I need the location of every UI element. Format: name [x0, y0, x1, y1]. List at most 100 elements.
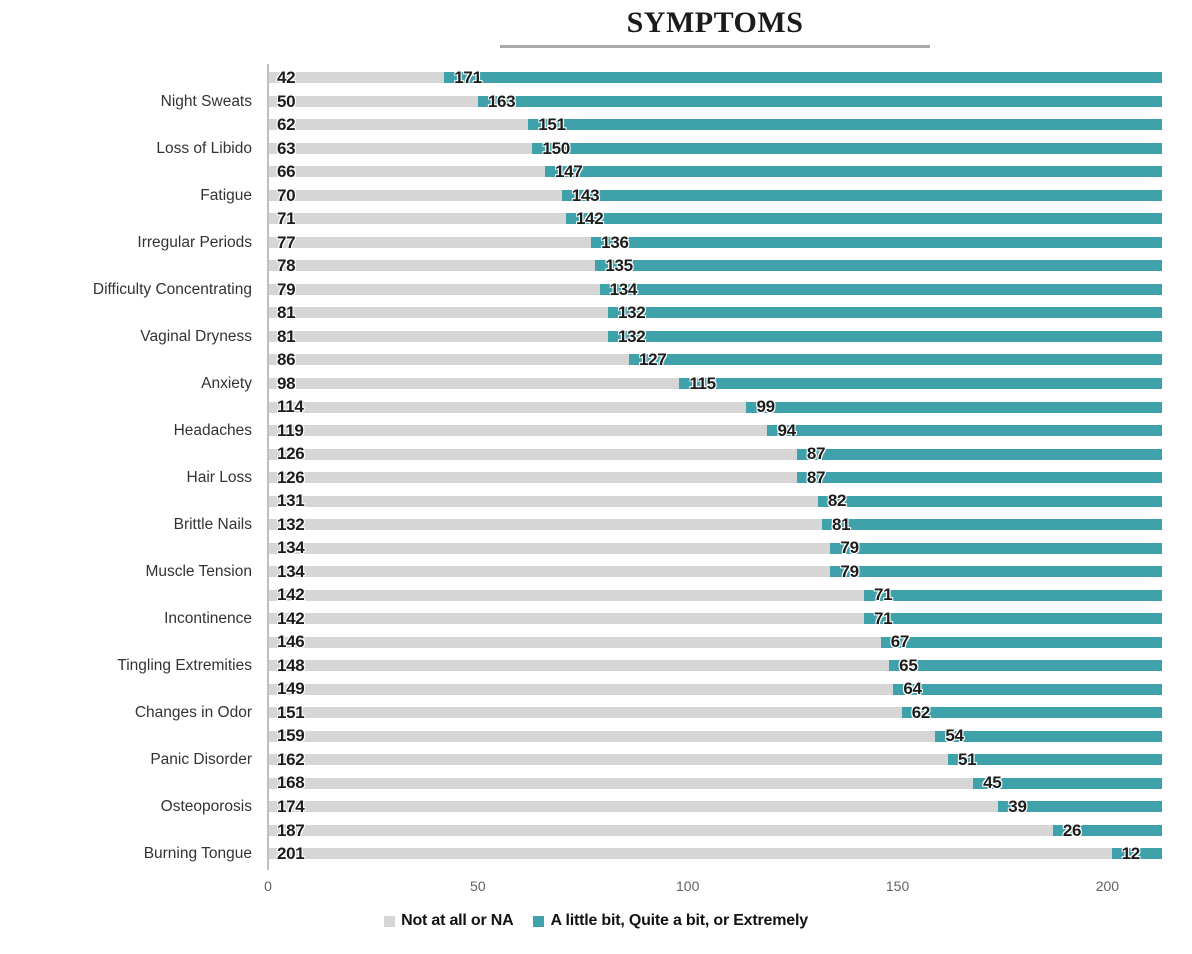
legend-swatch-gray	[384, 915, 396, 927]
category-label: Loss of Libido	[156, 139, 252, 157]
value-label-little-bit: 127	[638, 350, 667, 370]
bar-row: 114 99	[0, 395, 1192, 419]
segment-not-at-all	[268, 189, 562, 201]
value-label-not-at-all: 168	[277, 773, 305, 793]
value-label-not-at-all: 86	[277, 350, 296, 370]
value-label-little-bit: 142	[576, 209, 604, 229]
segment-not-at-all	[268, 519, 823, 531]
legend-label-not-at-all: Not at all or NA	[401, 912, 514, 929]
x-axis-tick-label: 100	[676, 878, 700, 894]
bar-area: 42 171	[268, 66, 1192, 90]
segment-not-at-all	[268, 260, 596, 272]
bar-area: 146 67	[268, 630, 1192, 654]
bar-row: 62 151	[0, 113, 1192, 137]
value-label-not-at-all: 126	[277, 444, 305, 464]
legend-item-not-at-all: Not at all or NA	[384, 912, 514, 930]
bar-row: 142 71	[0, 583, 1192, 607]
x-axis: 0 50 100 150 200	[0, 878, 1192, 898]
legend-swatch-teal	[533, 915, 545, 927]
value-label-little-bit: 51	[957, 749, 977, 769]
value-label-little-bit: 147	[555, 162, 583, 182]
bar-area: 201 12	[268, 842, 1192, 866]
bar-area: 66 147	[268, 160, 1192, 184]
category-label	[0, 113, 268, 137]
segment-little-bit	[746, 401, 1162, 413]
bar-area: 187 26	[268, 819, 1192, 843]
bar-area: 63 150	[268, 137, 1192, 161]
segment-little-bit	[528, 119, 1162, 131]
value-label-little-bit: 143	[571, 185, 600, 205]
bar-row: 168 45	[0, 771, 1192, 795]
category-label: Osteoporosis	[160, 797, 252, 815]
bar-row: Difficulty Concentrating 79 134	[0, 278, 1192, 302]
segment-little-bit	[607, 330, 1162, 342]
chart-title-wrap: SYMPTOMS	[268, 6, 1162, 48]
segment-little-bit	[477, 95, 1162, 107]
segment-not-at-all	[268, 824, 1053, 836]
segment-not-at-all	[268, 777, 974, 789]
value-label-little-bit: 87	[806, 444, 826, 464]
segment-little-bit	[864, 613, 1162, 625]
segment-not-at-all	[268, 119, 529, 131]
bar-area: 50 163	[268, 90, 1192, 114]
category-label: Anxiety	[201, 374, 252, 392]
bar-row: 81 132	[0, 301, 1192, 325]
value-label-little-bit: 64	[903, 679, 922, 699]
value-label-not-at-all: 81	[277, 303, 296, 323]
bar-area: 81 132	[268, 325, 1192, 349]
segment-not-at-all	[268, 754, 948, 766]
bar-area: 148 65	[268, 654, 1192, 678]
value-label-not-at-all: 201	[277, 844, 305, 864]
segment-not-at-all	[268, 330, 608, 342]
category-label: Muscle Tension	[145, 562, 252, 580]
category-label	[0, 207, 268, 231]
bar-area: 149 64	[268, 677, 1192, 701]
bar-area: 162 51	[268, 748, 1192, 772]
x-axis-tick-label: 50	[470, 878, 486, 894]
value-label-not-at-all: 50	[277, 91, 296, 111]
value-label-little-bit: 71	[874, 585, 893, 605]
value-label-not-at-all: 66	[277, 162, 296, 182]
category-label	[0, 254, 268, 278]
value-label-little-bit: 65	[899, 655, 918, 675]
segment-not-at-all	[268, 425, 768, 437]
value-label-not-at-all: 159	[277, 726, 305, 746]
segment-little-bit	[864, 589, 1162, 601]
value-label-not-at-all: 81	[277, 326, 296, 346]
bar-row: Loss of Libido 63 150	[0, 137, 1192, 161]
segment-not-at-all	[268, 166, 545, 178]
value-label-not-at-all: 126	[277, 467, 305, 487]
value-label-not-at-all: 63	[277, 138, 296, 158]
category-label: Irregular Periods	[137, 233, 252, 251]
legend-item-little-bit: A little bit, Quite a bit, or Extremely	[533, 912, 808, 930]
bar-row: 131 82	[0, 489, 1192, 513]
bar-row: Incontinence 142 71	[0, 607, 1192, 631]
value-label-little-bit: 132	[617, 326, 646, 346]
segment-little-bit	[880, 636, 1162, 648]
segment-not-at-all	[268, 72, 445, 84]
x-axis-tick-label: 0	[264, 878, 272, 894]
value-label-little-bit: 12	[1121, 844, 1141, 864]
bar-area: 132 81	[268, 513, 1192, 537]
category-label	[0, 301, 268, 325]
segment-not-at-all	[268, 236, 592, 248]
value-label-little-bit: 39	[1008, 796, 1027, 816]
bar-row: Muscle Tension 134 79	[0, 560, 1192, 584]
bar-row: Brittle Nails 132 81	[0, 513, 1192, 537]
segment-not-at-all	[268, 95, 478, 107]
value-label-not-at-all: 148	[277, 655, 305, 675]
bar-row: 86 127	[0, 348, 1192, 372]
category-label	[0, 583, 268, 607]
value-label-not-at-all: 77	[277, 232, 296, 252]
category-label	[0, 819, 268, 843]
value-label-not-at-all: 62	[277, 115, 296, 135]
segment-not-at-all	[268, 213, 566, 225]
bar-row: 78 135	[0, 254, 1192, 278]
segment-little-bit	[889, 660, 1162, 672]
value-label-little-bit: 26	[1062, 820, 1082, 840]
category-label: Vaginal Dryness	[140, 327, 252, 345]
category-label	[0, 66, 268, 90]
category-label	[0, 677, 268, 701]
segment-little-bit	[591, 236, 1162, 248]
category-label	[0, 771, 268, 795]
